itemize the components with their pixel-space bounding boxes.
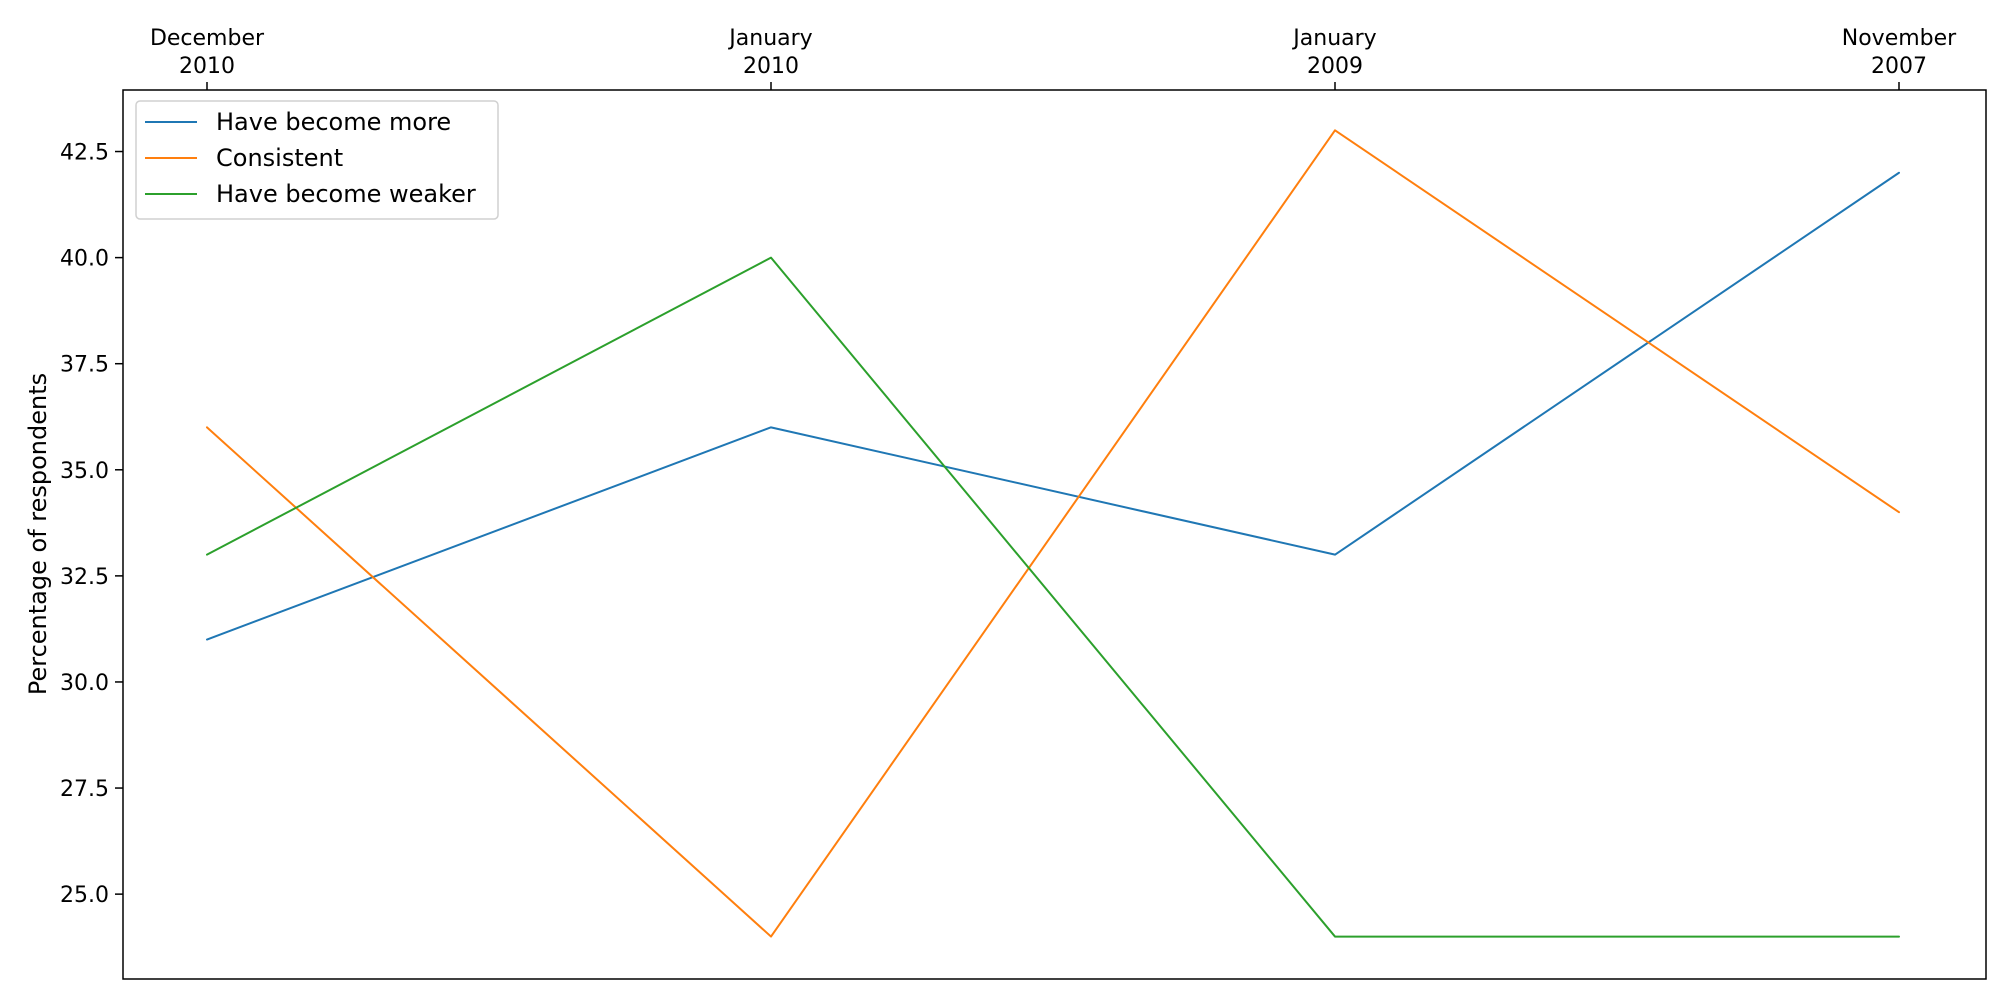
x-tick-label-line: November	[1842, 26, 1957, 51]
y-tick-label: 27.5	[60, 777, 109, 802]
y-axis-label: Percentage of respondents	[24, 373, 52, 695]
plot-frame	[122, 89, 1987, 980]
y-tick-label: 25.0	[60, 883, 109, 908]
x-tick-label-line: January	[727, 26, 812, 51]
y-tick-label: 32.5	[60, 565, 109, 590]
x-tick-label: November 2007	[1842, 26, 1957, 79]
x-tick-label: January 2010	[727, 26, 812, 79]
x-tick-label-line: 2010	[179, 54, 235, 79]
y-tick-label: 30.0	[60, 671, 109, 696]
y-tick-label: 40.0	[60, 247, 109, 272]
x-tick-label: December 2010	[150, 26, 265, 79]
y-tick-label: 37.5	[60, 353, 109, 378]
x-tick-label-line: 2007	[1871, 54, 1927, 79]
series-line	[206, 129, 1900, 938]
x-tick-label: January 2009	[1291, 26, 1376, 79]
y-tick-label: 35.0	[60, 459, 109, 484]
legend-label: Have become weaker	[216, 180, 476, 208]
legend-label: Consistent	[216, 144, 343, 172]
series-line	[206, 171, 1900, 641]
x-tick-label-line: 2010	[743, 54, 799, 79]
x-tick-label-line: 2009	[1307, 54, 1363, 79]
legend-box	[135, 100, 499, 220]
series-line	[206, 256, 1900, 938]
legend-label: Have become more	[216, 108, 451, 136]
x-tick-label-line: January	[1291, 26, 1376, 51]
y-tick-label: 42.5	[60, 141, 109, 166]
x-tick-label-line: December	[150, 26, 265, 51]
